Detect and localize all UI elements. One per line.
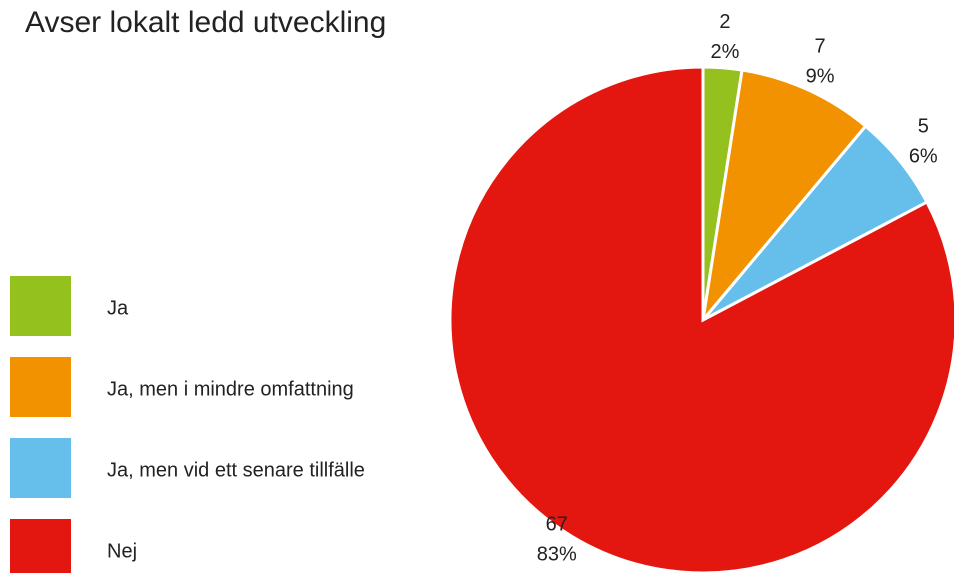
legend-label: Ja, men i mindre omfattning	[107, 378, 354, 400]
chart-title: Avser lokalt ledd utveckling	[25, 6, 386, 39]
percent-label: 9%	[806, 66, 835, 88]
value-label: 2	[719, 11, 730, 33]
legend-label: Ja	[107, 297, 129, 319]
pie-slice	[700, 68, 868, 326]
legend-swatch	[10, 438, 71, 498]
legend-swatch	[10, 519, 71, 573]
value-label: 5	[918, 116, 929, 138]
value-label: 7	[815, 36, 826, 58]
pie-slice	[448, 65, 954, 573]
legend-swatch	[10, 357, 71, 417]
percent-label: 2%	[710, 41, 739, 63]
percent-label: 6%	[909, 146, 938, 168]
legend-label: Nej	[107, 540, 137, 562]
legend-label: Ja, men vid ett senare tillfälle	[107, 459, 365, 481]
value-label: 67	[546, 513, 568, 535]
legend-swatch	[10, 276, 71, 336]
percent-label: 83%	[537, 543, 577, 565]
